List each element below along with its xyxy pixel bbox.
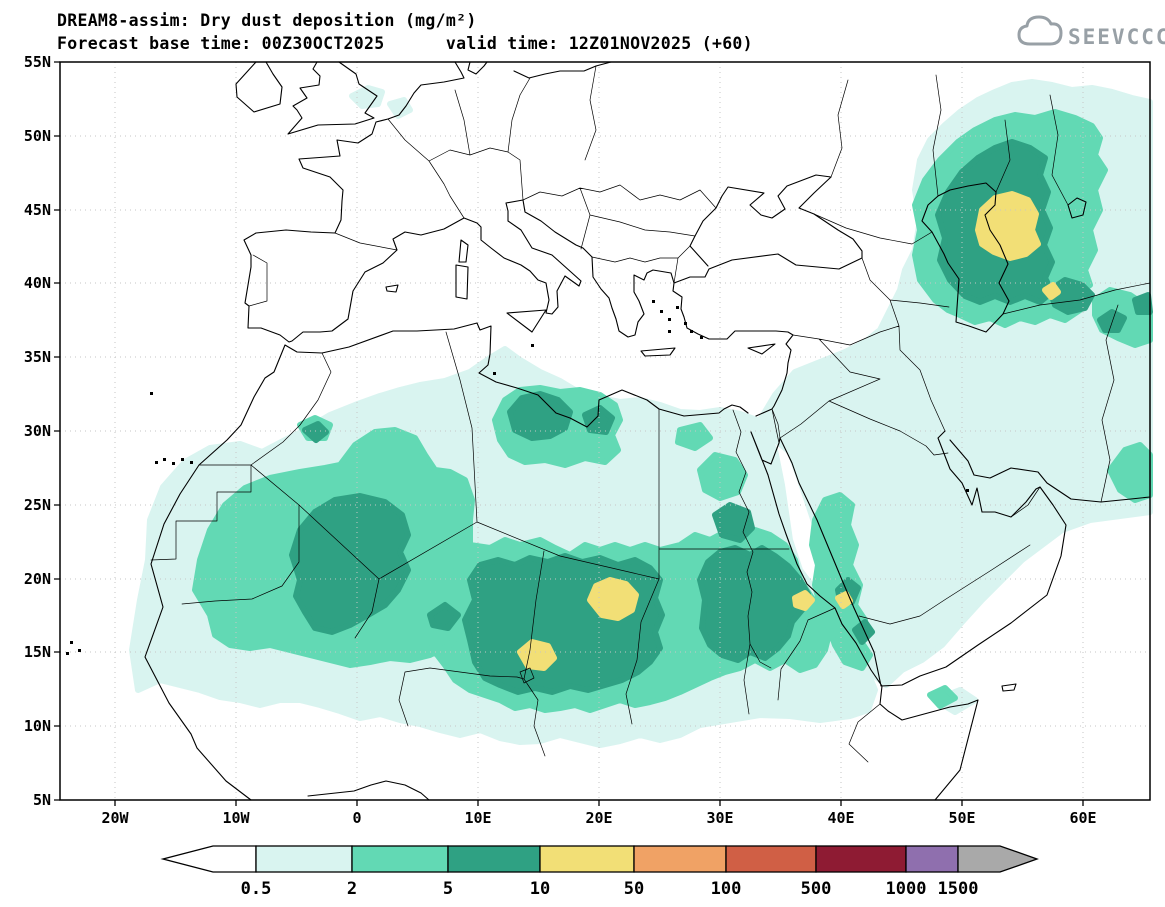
chart-subtitle: Forecast base time: 00Z30OCT2025 valid t… [57, 34, 753, 53]
x-tick-label: 0 [352, 809, 361, 827]
colorbar-segment [255, 845, 353, 873]
x-tick-label: 60E [1069, 809, 1096, 827]
chart-title: DREAM8-assim: Dry dust deposition (mg/m²… [57, 11, 477, 30]
colorbar-label: 10 [530, 879, 550, 899]
colorbar-segment [447, 845, 541, 873]
x-tick-label: 10W [222, 809, 250, 827]
x-axis-labels: 20W 10W 0 10E 20E 30E 40E 50E 60E [101, 809, 1096, 827]
colorbar-label: 50 [624, 879, 644, 899]
logo-text: SEEVCCC [1068, 25, 1165, 49]
colorbar-segment [539, 845, 635, 873]
colorbar-label: 5 [443, 879, 453, 899]
y-tick-label: 50N [24, 127, 51, 145]
colorbar-label: 1500 [938, 879, 979, 899]
y-tick-label: 15N [24, 643, 51, 661]
country-borders [150, 65, 1151, 763]
colorbar-legend: 0.5 2 5 10 50 100 500 1000 1500 [160, 845, 1039, 899]
y-tick-label: 35N [24, 348, 51, 366]
colorbar-above-max-arrow [957, 845, 1039, 873]
y-tick-label: 20N [24, 570, 51, 588]
y-axis-labels: 55N 50N 45N 40N 35N 30N 25N 20N 15N 10N … [24, 53, 51, 809]
colorbar-segment [633, 845, 727, 873]
colorbar-label: 100 [711, 879, 742, 899]
x-tick-label: 50E [948, 809, 975, 827]
colorbar-labels: 0.5 2 5 10 50 100 500 1000 1500 [241, 879, 979, 899]
dust-level-10 [517, 191, 1061, 671]
coastlines [144, 61, 1151, 801]
colorbar-segment [351, 845, 449, 873]
x-tick-label: 10E [464, 809, 491, 827]
y-tick-label: 40N [24, 274, 51, 292]
y-tick-label: 45N [24, 201, 51, 219]
colorbar-label: 1000 [886, 879, 927, 899]
y-tick-label: 5N [33, 791, 51, 809]
axis-ticks [54, 61, 1084, 806]
graticule-grid [60, 62, 1150, 800]
y-tick-label: 25N [24, 496, 51, 514]
colorbar-segment [725, 845, 817, 873]
y-tick-label: 10N [24, 717, 51, 735]
colorbar-label: 500 [801, 879, 832, 899]
colorbar-segment [905, 845, 959, 873]
y-tick-label: 55N [24, 53, 51, 71]
x-tick-label: 20E [585, 809, 612, 827]
colorbar-segment [815, 845, 907, 873]
x-tick-label: 40E [827, 809, 854, 827]
cloud-icon [1017, 15, 1063, 46]
seevccc-logo: SEEVCCC [1017, 15, 1165, 49]
colorbar-label: 0.5 [241, 879, 272, 899]
x-tick-label: 30E [706, 809, 733, 827]
y-tick-label: 30N [24, 422, 51, 440]
x-tick-label: 20W [101, 809, 129, 827]
colorbar-label: 2 [347, 879, 357, 899]
